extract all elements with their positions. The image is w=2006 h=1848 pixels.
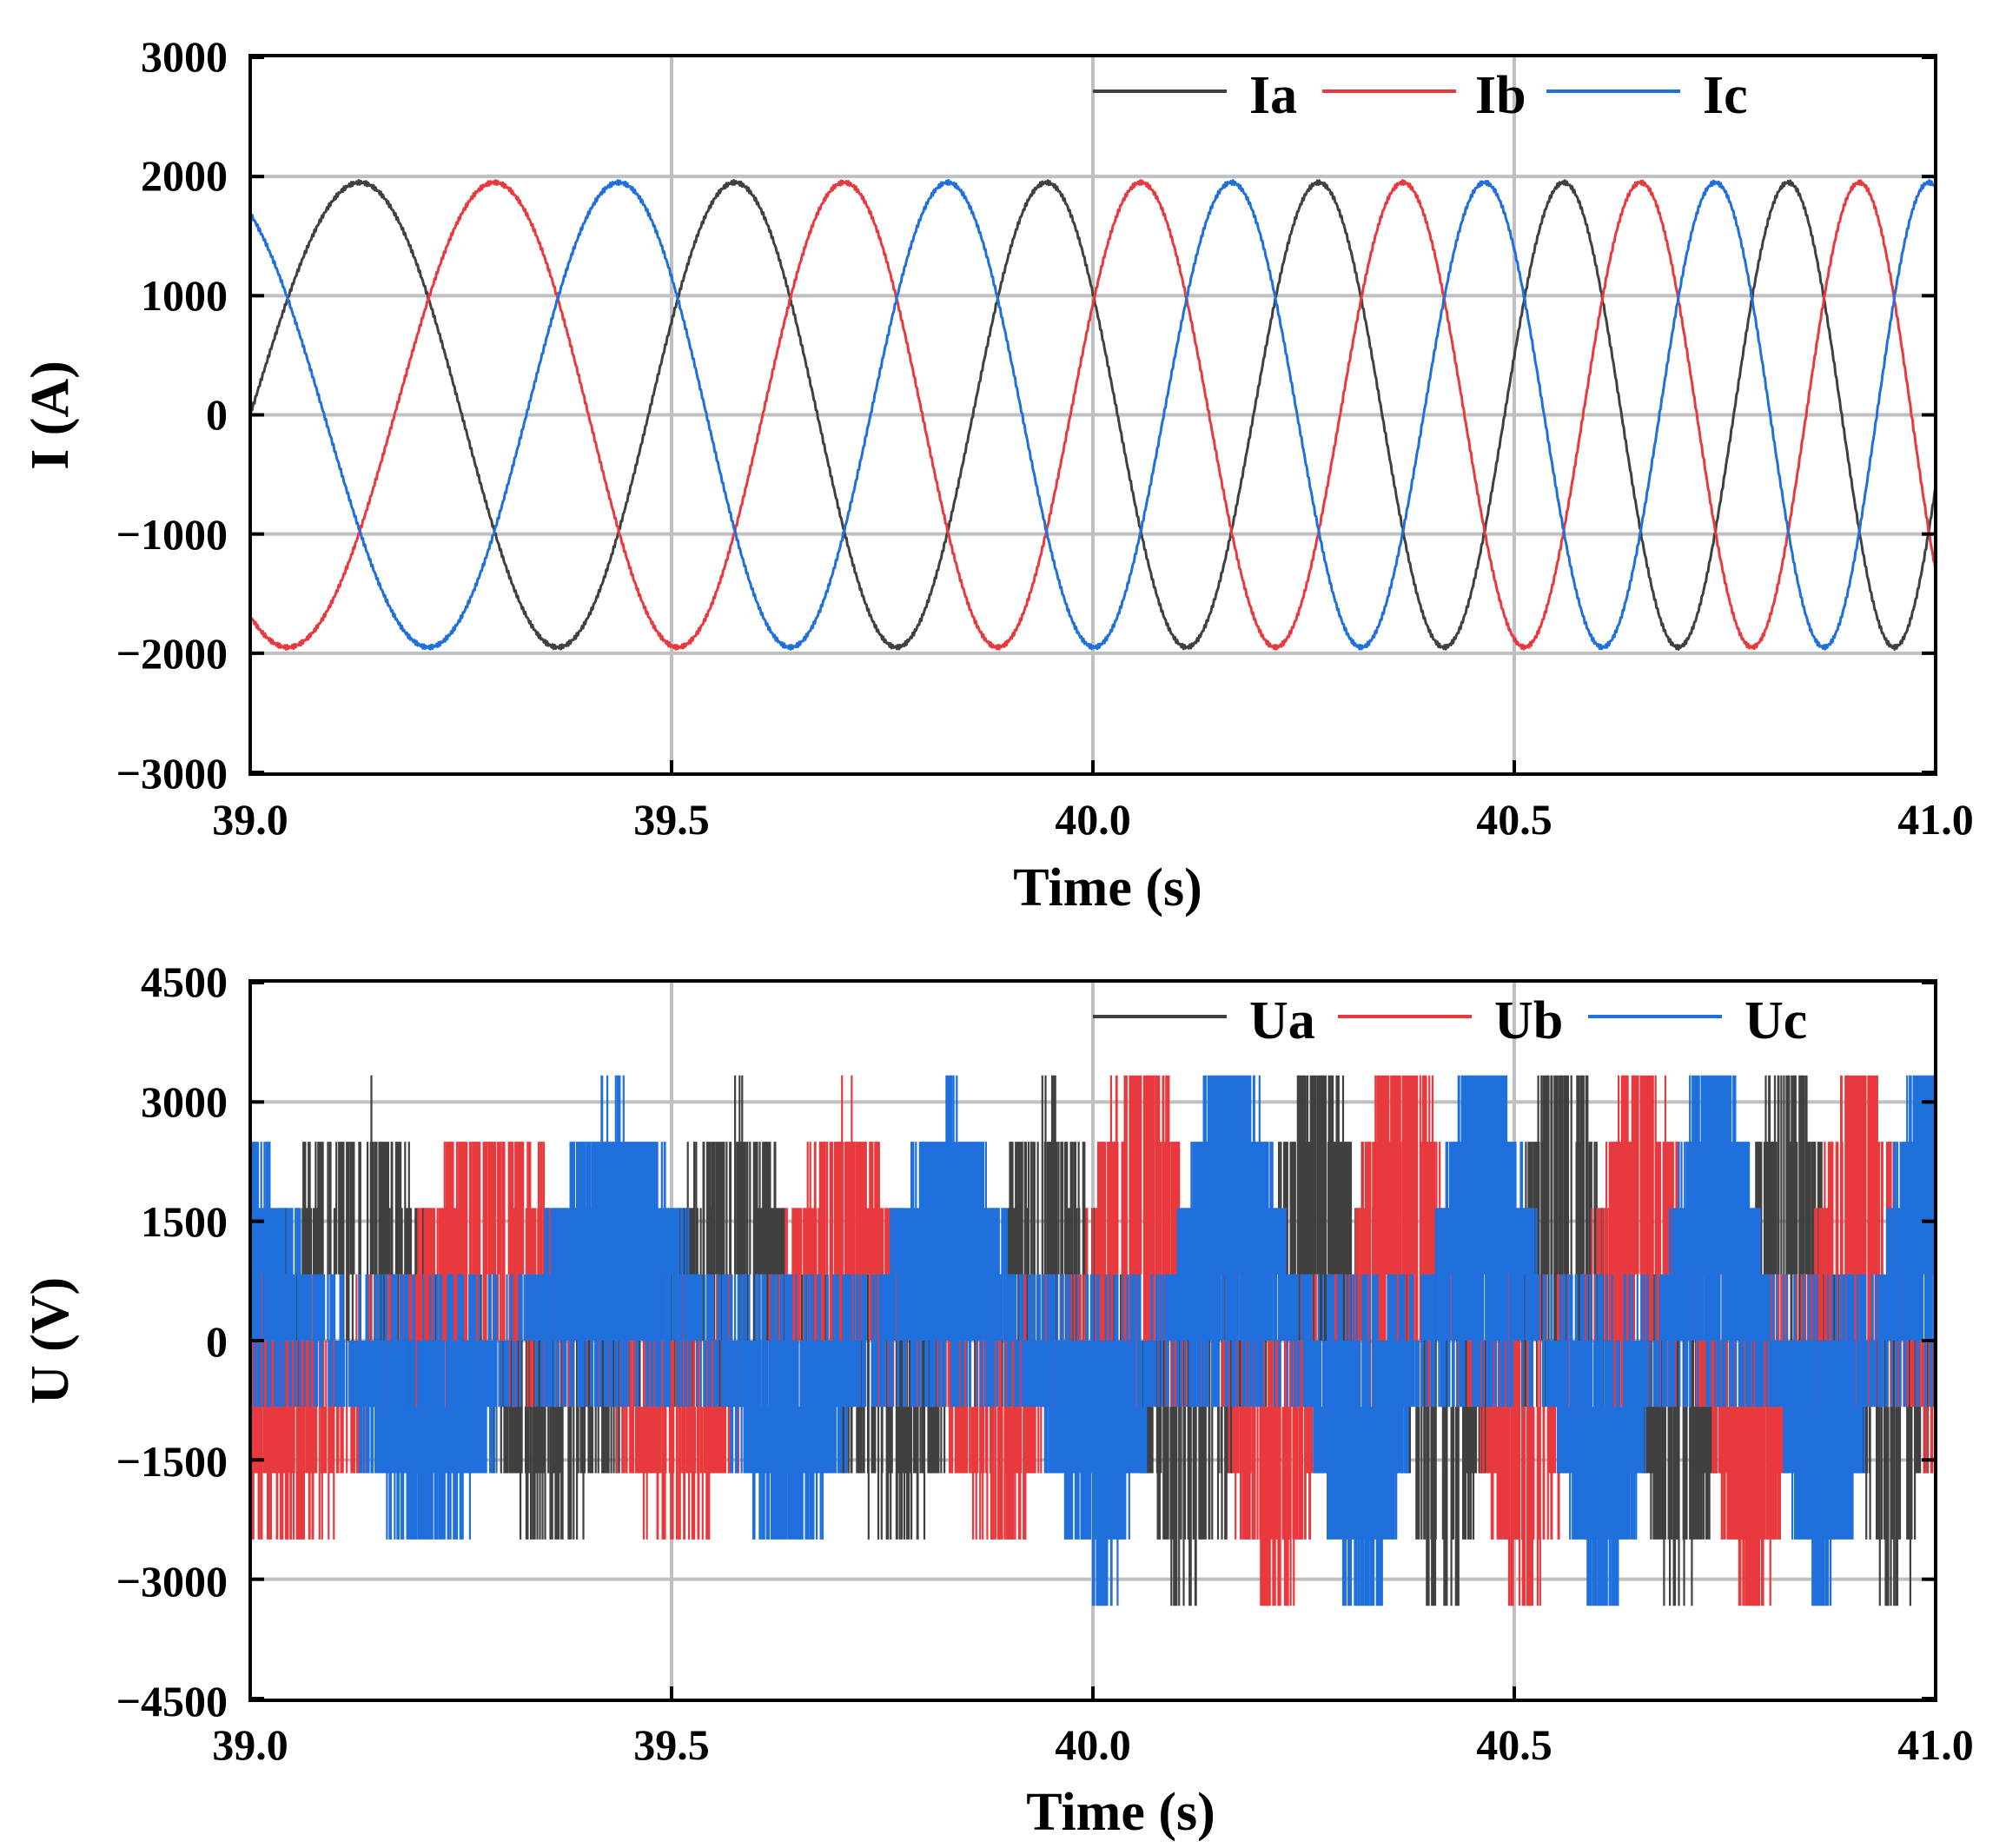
- current-ytick-neg2000: −2000: [116, 629, 228, 678]
- voltage-ytick-neg1500: −1500: [116, 1437, 228, 1486]
- current-xtick-41-0: 41.0: [1897, 795, 1974, 844]
- current-ytick-0: 0: [206, 390, 228, 439]
- voltage-x-axis-title: Time (s): [1026, 1783, 1215, 1842]
- current-xtick-39-5: 39.5: [633, 795, 710, 844]
- current-ytick-neg1000: −1000: [116, 510, 228, 559]
- voltage-y-axis-title: U (V): [21, 1277, 80, 1404]
- voltage-xtick-39-5: 39.5: [633, 1720, 710, 1769]
- voltage-xtick-40-5: 40.5: [1476, 1720, 1552, 1769]
- current-y-axis-title: I (A): [21, 361, 80, 470]
- voltage-ytick-4500: 4500: [141, 957, 228, 1006]
- current-xtick-40-0: 40.0: [1055, 795, 1131, 844]
- current-chart: 3000 2000 1000 0 −1000 −2000 −3000 39.0 …: [21, 32, 1974, 917]
- voltage-chart: 4500 3000 1500 0 −1500 −3000 −4500 39.0 …: [21, 957, 1974, 1842]
- current-gridlines: [250, 57, 1936, 772]
- voltage-xtick-40-0: 40.0: [1055, 1720, 1131, 1769]
- voltage-ytick-neg4500: −4500: [116, 1677, 228, 1725]
- current-xtick-40-5: 40.5: [1476, 795, 1552, 844]
- voltage-ticks: [248, 981, 1937, 1700]
- legend-label-ua: Ua: [1249, 991, 1315, 1050]
- voltage-ytick-1500: 1500: [141, 1197, 228, 1246]
- legend-label-ia: Ia: [1249, 66, 1297, 125]
- voltage-xtick-39-0: 39.0: [212, 1720, 288, 1769]
- voltage-xtick-41-0: 41.0: [1897, 1720, 1974, 1769]
- voltage-ytick-neg3000: −3000: [116, 1557, 228, 1606]
- series-line-ib: [250, 179, 1936, 651]
- current-ytick-1000: 1000: [141, 271, 228, 320]
- series-line-ia: [250, 179, 1936, 651]
- voltage-series-group: [250, 1075, 1936, 1606]
- current-x-axis-title: Time (s): [1013, 858, 1202, 917]
- current-series-group: [250, 179, 1936, 651]
- legend-label-ub: Ub: [1494, 991, 1563, 1050]
- voltage-ytick-0: 0: [206, 1317, 228, 1366]
- current-xtick-39-0: 39.0: [212, 795, 288, 844]
- series-line-ic: [250, 179, 1936, 651]
- voltage-ytick-3000: 3000: [141, 1077, 228, 1126]
- current-legend: Ia Ib Ic: [1093, 66, 1748, 125]
- voltage-legend: Ua Ub Uc: [1093, 991, 1807, 1050]
- legend-label-ib: Ib: [1475, 66, 1526, 125]
- current-ytick-3000: 3000: [141, 32, 228, 81]
- legend-label-uc: Uc: [1744, 991, 1807, 1050]
- current-ytick-neg3000: −3000: [116, 749, 228, 798]
- current-ticks: [248, 56, 1937, 774]
- current-ytick-2000: 2000: [141, 151, 228, 200]
- legend-label-ic: Ic: [1703, 66, 1748, 125]
- series-pwm-uc: [250, 1075, 1936, 1606]
